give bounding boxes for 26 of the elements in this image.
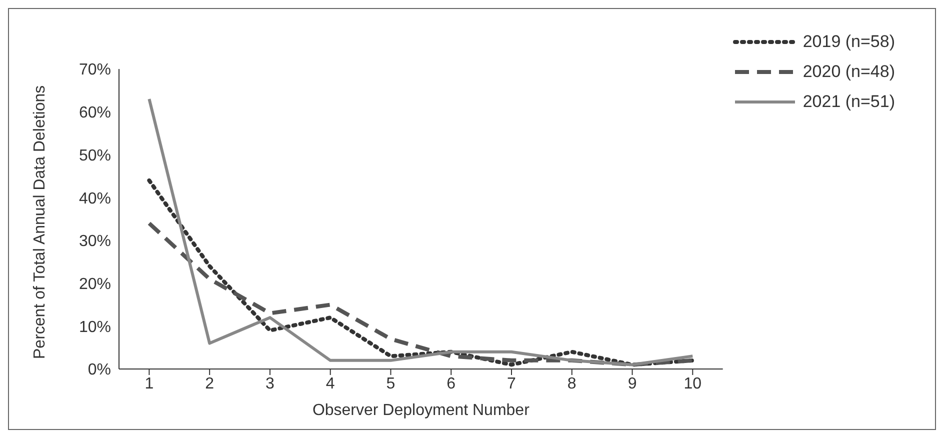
x-tick-label: 5 — [386, 375, 396, 392]
x-tick-label: 2 — [205, 375, 214, 392]
legend-label: 2019 (n=58) — [802, 32, 895, 52]
y-tick-label: 30% — [78, 233, 111, 250]
x-tick-label: 1 — [144, 375, 154, 392]
x-tick-label: 6 — [446, 375, 456, 392]
line-series — [148, 98, 694, 366]
y-tick-label: 20% — [78, 276, 111, 293]
x-tick-label: 7 — [507, 375, 516, 392]
x-tick-label: 9 — [628, 375, 637, 392]
y-tick-label: 60% — [78, 104, 111, 122]
line-series — [147, 178, 695, 367]
y-tick-label: 10% — [78, 318, 111, 336]
line-series — [147, 221, 695, 367]
x-axis-title: Observer Deployment Number — [312, 402, 530, 419]
x-tick-label: 8 — [567, 375, 576, 392]
x-tick-label: 3 — [266, 375, 275, 392]
y-tick-label: 70% — [78, 62, 111, 79]
x-tick-label: 10 — [684, 375, 702, 392]
legend-label: 2020 (n=48) — [802, 62, 895, 82]
x-tick-label: 4 — [326, 375, 335, 392]
legend-label: 2021 (n=51) — [802, 92, 895, 112]
y-axis-title: Percent of Total Annual Data Deletions — [32, 85, 49, 359]
y-tick-label: 50% — [78, 147, 111, 164]
y-tick-label: 40% — [78, 190, 111, 208]
y-tick-label: 0% — [88, 362, 111, 379]
